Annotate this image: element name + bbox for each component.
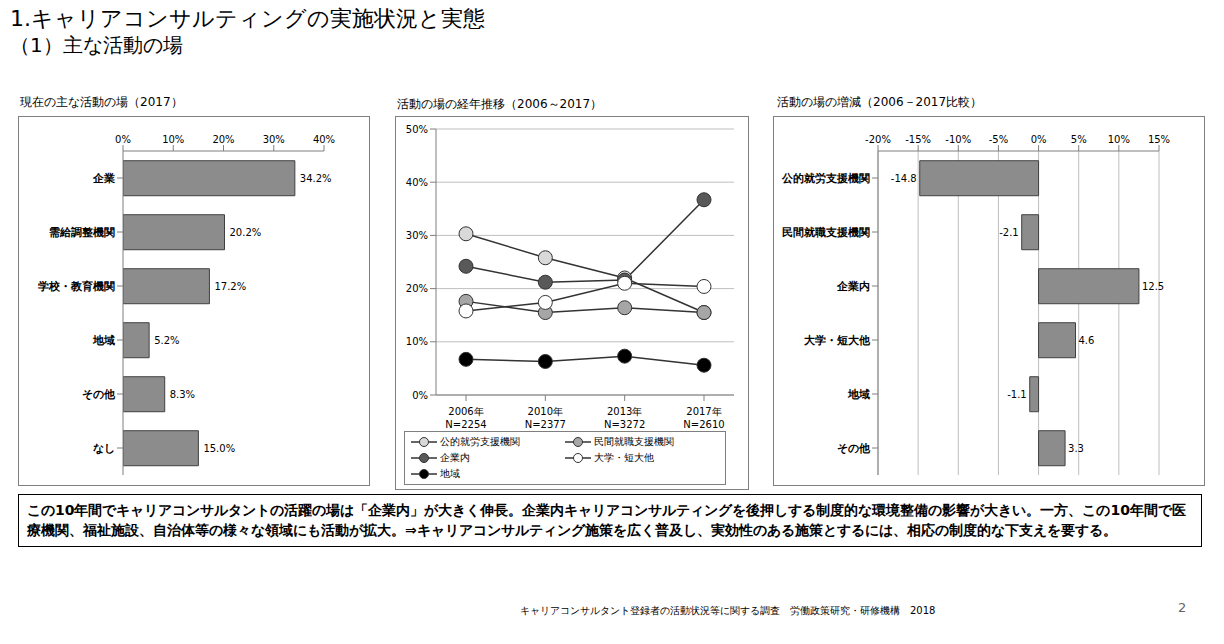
svg-text:-15%: -15% — [905, 134, 931, 145]
svg-text:10%: 10% — [406, 336, 428, 347]
svg-text:2010年N=2377: 2010年N=2377 — [525, 406, 566, 430]
html-text:公的就労支援機関: 公的就労支援機関 — [440, 436, 520, 447]
svg-text:17.2%: 17.2% — [214, 281, 246, 292]
svg-text:40%: 40% — [313, 134, 335, 145]
svg-text:-20%: -20% — [865, 134, 891, 145]
svg-text:10%: 10% — [1108, 134, 1130, 145]
svg-text:2006年N=2254: 2006年N=2254 — [445, 406, 486, 430]
svg-text:2013年N=3272: 2013年N=3272 — [604, 406, 645, 430]
svg-text:大学・短大他: 大学・短大他 — [804, 334, 871, 347]
svg-text:5.2%: 5.2% — [154, 335, 179, 346]
html-text:大学・短大他: 大学・短大他 — [594, 452, 654, 463]
svg-text:8.3%: 8.3% — [170, 389, 195, 400]
html-text:2: 2 — [1178, 600, 1187, 615]
html-text:民間就職支援機関: 民間就職支援機関 — [594, 436, 674, 447]
svg-text:民間就職支援機関: 民間就職支援機関 — [782, 226, 870, 239]
svg-text:0%: 0% — [412, 390, 428, 401]
svg-text:5%: 5% — [1071, 134, 1087, 145]
html-text:キャリアコンサルタント登録者の活動状況等に関する調査 労働政: キャリアコンサルタント登録者の活動状況等に関する調査 労働政策研究・研修機構 2… — [520, 605, 936, 616]
html-text:1.キャリアコンサルティングの実施状況と実態: 1.キャリアコンサルティングの実施状況と実態 — [10, 6, 485, 31]
svg-text:企業: 企業 — [92, 172, 115, 185]
svg-text:企業内: 企業内 — [836, 280, 870, 293]
svg-text:30%: 30% — [263, 134, 285, 145]
svg-text:20%: 20% — [212, 134, 234, 145]
svg-text:0%: 0% — [1031, 134, 1047, 145]
svg-text:15.0%: 15.0% — [203, 443, 235, 454]
svg-text:12.5: 12.5 — [1142, 281, 1164, 292]
svg-text:4.6: 4.6 — [1079, 335, 1095, 346]
html-text:現在の主な活動の場（2017）: 現在の主な活動の場（2017） — [20, 95, 183, 109]
svg-text:-2.1: -2.1 — [999, 227, 1019, 238]
svg-text:なし: なし — [93, 442, 115, 455]
html-text:活動の場の増減（2006－2017比較）: 活動の場の増減（2006－2017比較） — [777, 95, 983, 109]
svg-text:0%: 0% — [115, 134, 131, 145]
svg-text:学校・教育機関: 学校・教育機関 — [38, 280, 115, 293]
svg-text:40%: 40% — [406, 177, 428, 188]
svg-text:34.2%: 34.2% — [300, 173, 332, 184]
svg-text:公的就労支援機関: 公的就労支援機関 — [781, 172, 870, 185]
svg-text:-10%: -10% — [945, 134, 971, 145]
svg-text:50%: 50% — [406, 124, 428, 135]
html-text:この10年間でキャリアコンサルタントの活躍の場は「企業内」が: この10年間でキャリアコンサルタントの活躍の場は「企業内」が大きく伸長。企業内キ… — [27, 502, 1186, 539]
svg-text:20%: 20% — [406, 283, 428, 294]
html-text:活動の場の経年推移（2006～2017）: 活動の場の経年推移（2006～2017） — [397, 97, 603, 111]
svg-text:2017年N=2610: 2017年N=2610 — [683, 406, 724, 430]
svg-text:-5%: -5% — [989, 134, 1008, 145]
svg-text:15%: 15% — [1148, 134, 1170, 145]
svg-text:-14.8: -14.8 — [891, 173, 917, 184]
svg-text:30%: 30% — [406, 230, 428, 241]
svg-text:20.2%: 20.2% — [230, 227, 262, 238]
svg-text:地域: 地域 — [847, 388, 870, 401]
svg-text:その他: その他 — [837, 442, 871, 455]
svg-text:-1.1: -1.1 — [1007, 389, 1027, 400]
html-text:地域: 地域 — [440, 468, 460, 479]
svg-text:地域: 地域 — [92, 334, 115, 347]
svg-text:3.3: 3.3 — [1068, 443, 1084, 454]
svg-text:その他: その他 — [82, 388, 116, 401]
svg-text:10%: 10% — [162, 134, 184, 145]
html-text:企業内: 企業内 — [440, 452, 470, 463]
svg-text:需給調整機関: 需給調整機関 — [49, 226, 115, 239]
html-text:（1）主な活動の場: （1）主な活動の場 — [10, 33, 183, 57]
